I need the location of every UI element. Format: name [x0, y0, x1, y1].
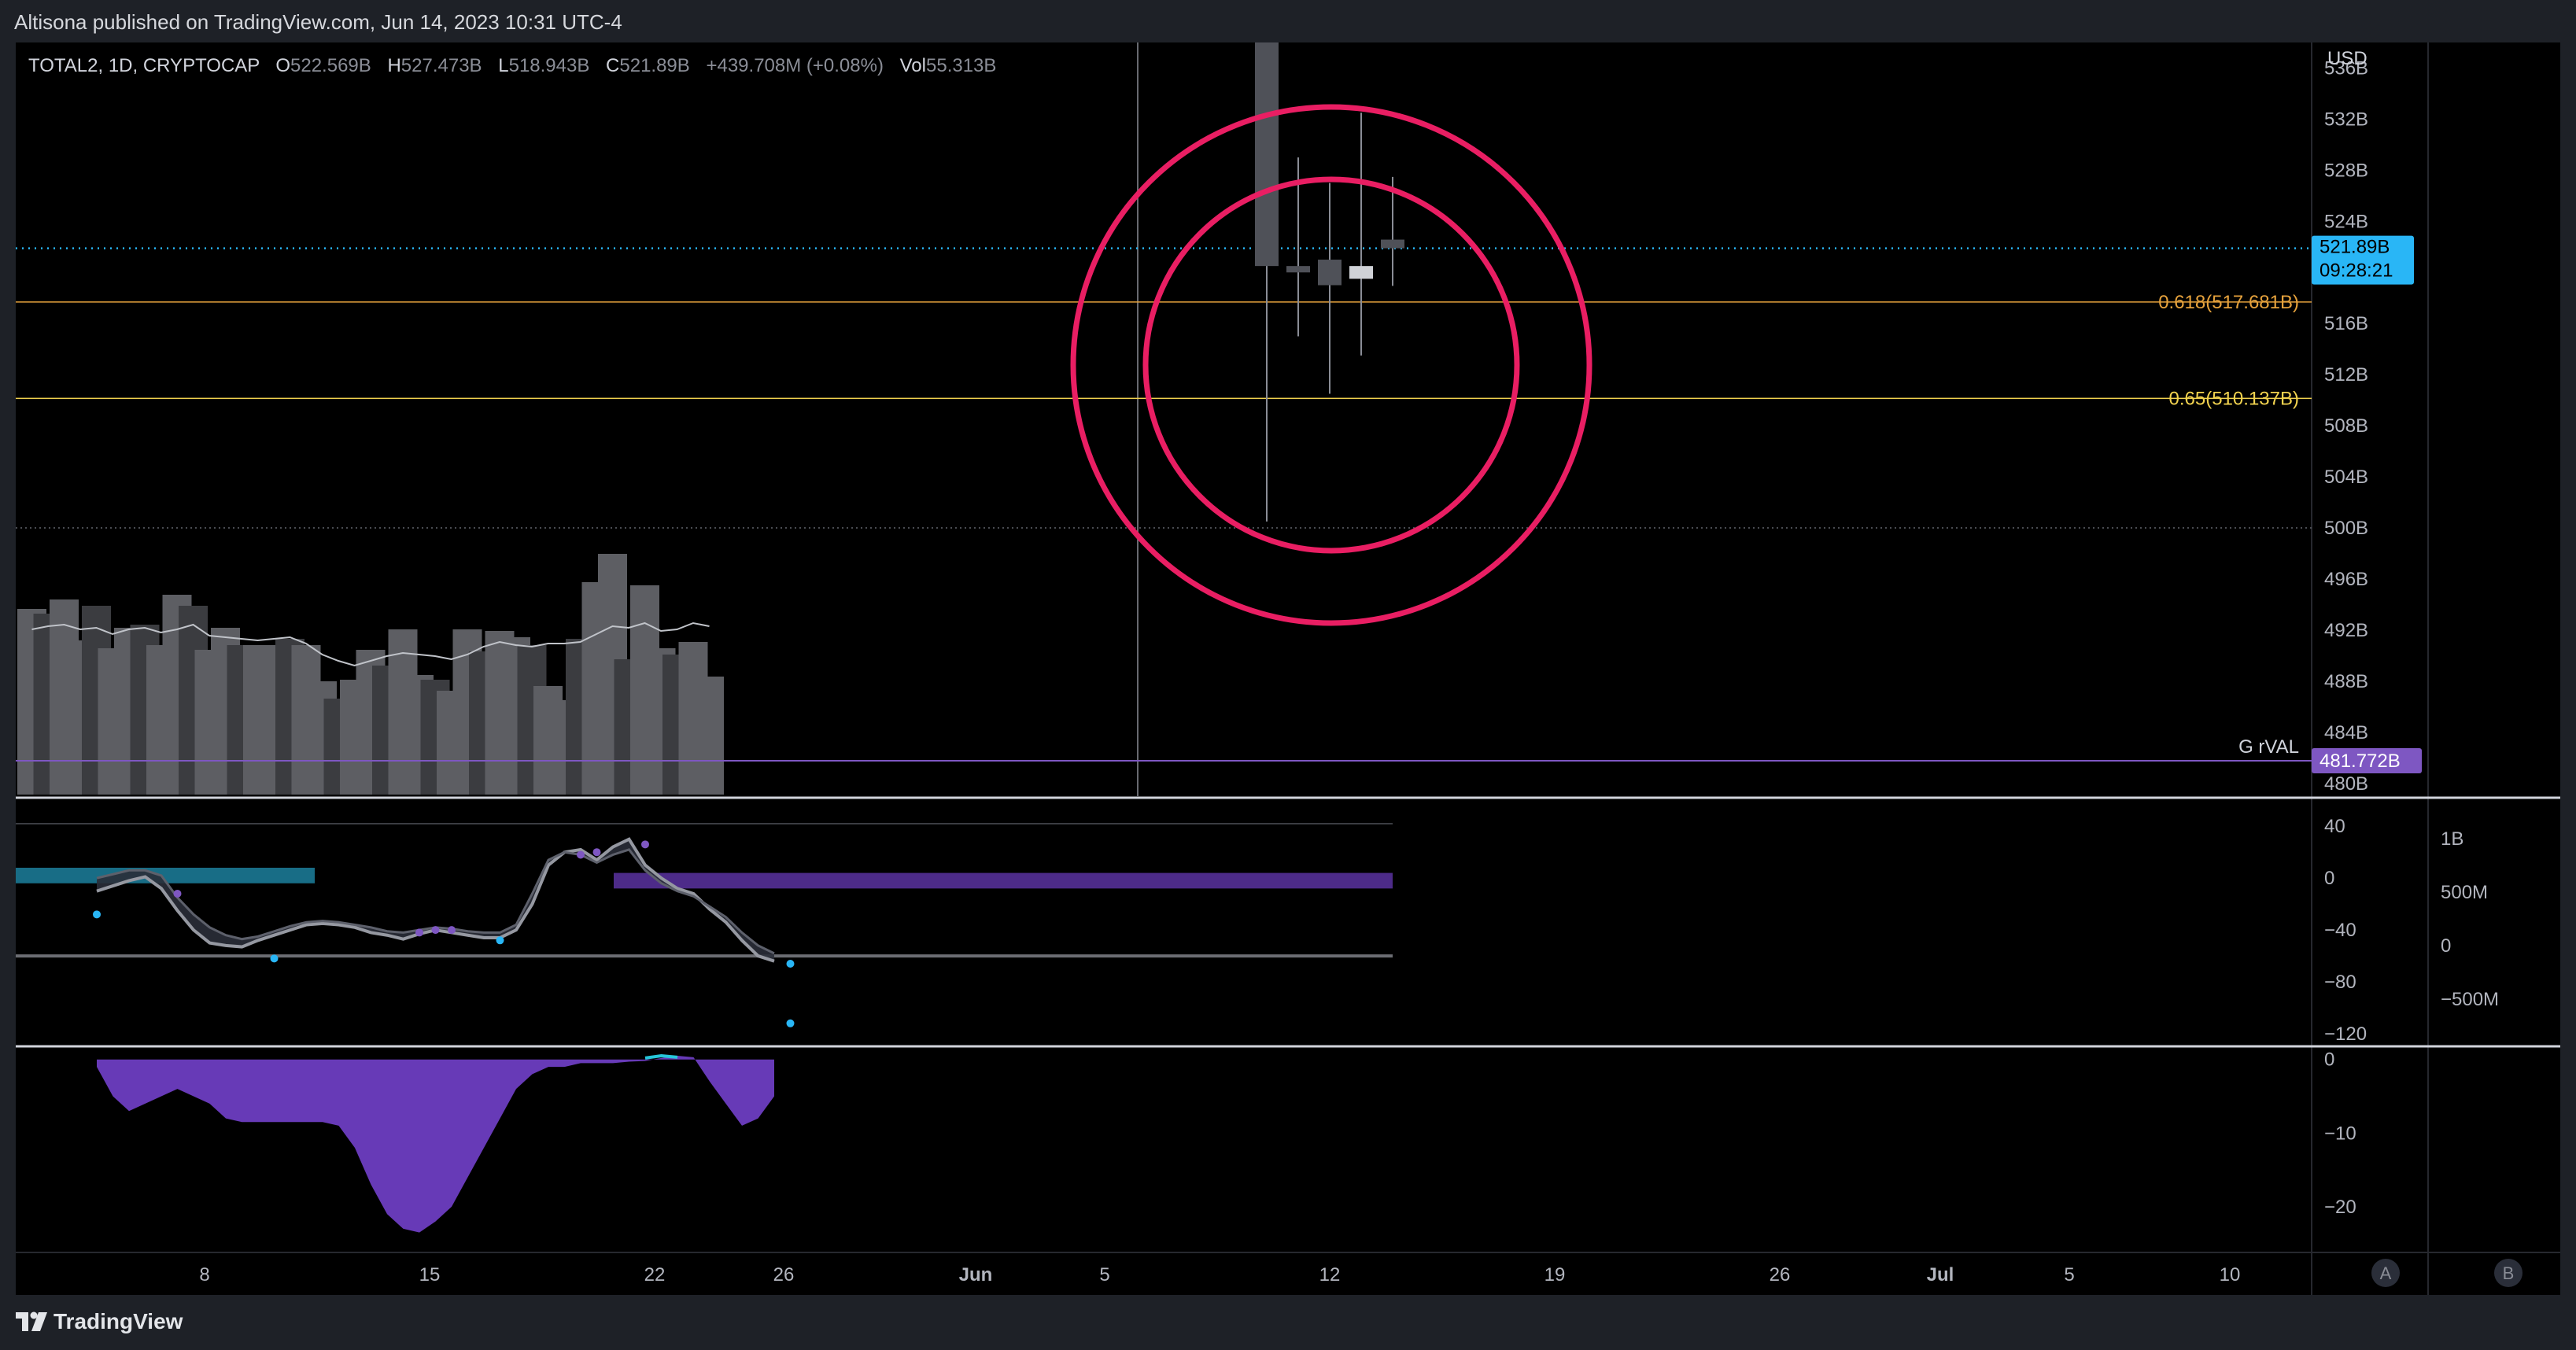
- histogram-axis-tick: −20: [2324, 1197, 2356, 1218]
- secondary-axis-tick: 1B: [2441, 828, 2463, 850]
- last-price-label: 521.89B: [2320, 237, 2390, 258]
- oscillator-fast-line: [96, 837, 775, 963]
- time-axis-tick: 5: [2064, 1264, 2074, 1285]
- time-axis-tick: Jul: [1927, 1264, 1954, 1285]
- axis-button-a-label: A: [2380, 1263, 2392, 1283]
- price-axis-tick: 500B: [2324, 518, 2368, 539]
- axis-button-b-label: B: [2503, 1263, 2515, 1283]
- time-axis-tick: 22: [644, 1264, 666, 1285]
- oscillator-signal-dot: [786, 1019, 795, 1027]
- time-axis-tick: 12: [1319, 1264, 1341, 1285]
- price-axis-tick: 524B: [2324, 211, 2368, 232]
- secondary-axis-tick: 0: [2441, 935, 2451, 957]
- oscillator-axis-tick: −120: [2324, 1024, 2367, 1045]
- rval-badge: [2312, 747, 2422, 773]
- oscillator-signal-dot: [270, 954, 279, 963]
- time-axis-tick: Jun: [959, 1264, 993, 1285]
- histogram-axis-tick: 0: [2324, 1049, 2334, 1071]
- legend-close: 521.89B: [619, 55, 690, 76]
- axis-button-b[interactable]: [2494, 1259, 2522, 1287]
- oscillator-signal-dot: [577, 850, 585, 859]
- price-axis-tick: 512B: [2324, 364, 2368, 385]
- footer: TradingView: [0, 1297, 2576, 1350]
- candle-body[interactable]: [1349, 266, 1373, 279]
- time-axis-tick: 26: [1770, 1264, 1791, 1285]
- volume-ma-line: [31, 622, 710, 667]
- axis-button-a[interactable]: [2371, 1259, 2400, 1287]
- legend-low-label: L: [498, 55, 509, 76]
- legend-low: 518.943B: [508, 55, 590, 76]
- price-axis-tick: 528B: [2324, 160, 2368, 181]
- time-axis-tick: 8: [199, 1264, 209, 1285]
- secondary-axis-tick: −500M: [2441, 989, 2499, 1010]
- publication-header: Altisona published on TradingView.com, J…: [0, 0, 2576, 44]
- oscillator-signal-dot: [496, 936, 504, 945]
- candle-body[interactable]: [1381, 239, 1404, 249]
- histogram-positive-segment: [644, 1054, 678, 1060]
- oscillator-axis-tick: 40: [2324, 816, 2345, 837]
- symbol-legend: TOTAL2, 1D, CRYPTOCAP O522.569B H527.473…: [28, 55, 1007, 77]
- oscillator-cloud: [97, 839, 774, 961]
- chart-area[interactable]: 8 15 22 26 Jun 5 12 19 26 Jul 5 10 536B 532B 528B 524B 5…: [16, 42, 2560, 1295]
- fib-level-label: 0.65(510.137B): [2169, 388, 2299, 409]
- legend-high: 527.473B: [400, 55, 482, 76]
- oscillator-zero-band: [614, 872, 1393, 889]
- last-price-badge: [2312, 235, 2414, 285]
- rval-label: G rVAL: [2238, 736, 2299, 758]
- rval-value-label: 481.772B: [2320, 751, 2401, 772]
- price-axis-tick: 516B: [2324, 313, 2368, 334]
- time-axis-tick: 26: [773, 1264, 795, 1285]
- time-axis-tick: 10: [2220, 1264, 2241, 1285]
- oscillator-signal-dot: [93, 910, 101, 919]
- highlight-circle-outer[interactable]: [1070, 104, 1592, 626]
- highlight-circle-inner[interactable]: [1142, 176, 1520, 554]
- candle-body[interactable]: [1286, 266, 1310, 273]
- legend-symbol[interactable]: TOTAL2, 1D, CRYPTOCAP: [28, 55, 260, 76]
- price-axis-tick: 488B: [2324, 671, 2368, 692]
- price-axis-tick: 508B: [2324, 415, 2368, 437]
- legend-change: +439.708M (+0.08%): [706, 55, 884, 76]
- time-axis-tick: 19: [1544, 1264, 1566, 1285]
- price-axis-tick: 536B: [2324, 57, 2368, 79]
- candle-body[interactable]: [1318, 260, 1342, 286]
- price-axis-tick: 532B: [2324, 109, 2368, 130]
- chart-svg[interactable]: 8 15 22 26 Jun 5 12 19 26 Jul 5 10 536B 532B 528B 524B 5…: [16, 42, 2560, 1295]
- tradingview-logo-icon[interactable]: [14, 1308, 49, 1336]
- published-by-text: Altisona published on TradingView.com, J…: [14, 10, 622, 34]
- footer-brand[interactable]: TradingView: [54, 1309, 183, 1333]
- time-axis-tick: 15: [419, 1264, 441, 1285]
- countdown-label: 09:28:21: [2320, 260, 2393, 282]
- legend-vol-label: Vol: [899, 55, 926, 76]
- oscillator-axis-tick: 0: [2324, 868, 2334, 889]
- legend-close-label: C: [606, 55, 620, 76]
- price-axis-tick: 496B: [2324, 569, 2368, 590]
- oscillator-signal-dot: [592, 848, 601, 857]
- oscillator-signal-dot: [415, 928, 423, 937]
- candle-body[interactable]: [1255, 42, 1279, 267]
- price-axis-tick: 504B: [2324, 467, 2368, 488]
- oscillator-cyan-band: [16, 867, 315, 883]
- oscillator-signal-dot: [641, 840, 649, 849]
- oscillator-signal-dot: [448, 926, 456, 935]
- oscillator-signal-dot: [786, 959, 795, 968]
- histogram-axis-tick: −10: [2324, 1123, 2356, 1144]
- time-axis-tick: 5: [1099, 1264, 1109, 1285]
- price-axis-tick: 492B: [2324, 620, 2368, 641]
- volume-bar: [695, 677, 724, 795]
- legend-vol: 55.313B: [926, 55, 997, 76]
- legend-high-label: H: [387, 55, 401, 76]
- price-axis-tick: 480B: [2324, 773, 2368, 795]
- oscillator-slow-line: [96, 848, 775, 955]
- legend-open: 522.569B: [290, 55, 371, 76]
- price-axis-tick: 484B: [2324, 722, 2368, 743]
- oscillator-signal-dot: [431, 926, 440, 935]
- fib-level-label: 0.618(517.681B): [2158, 292, 2299, 313]
- legend-open-label: O: [275, 55, 291, 76]
- oscillator-axis-tick: −80: [2324, 972, 2356, 993]
- oscillator-signal-dot: [173, 889, 182, 898]
- currency-label: USD: [2327, 48, 2367, 69]
- oscillator-axis-tick: −40: [2324, 920, 2356, 941]
- secondary-axis-tick: 500M: [2441, 882, 2488, 903]
- histogram-area: [97, 1056, 774, 1233]
